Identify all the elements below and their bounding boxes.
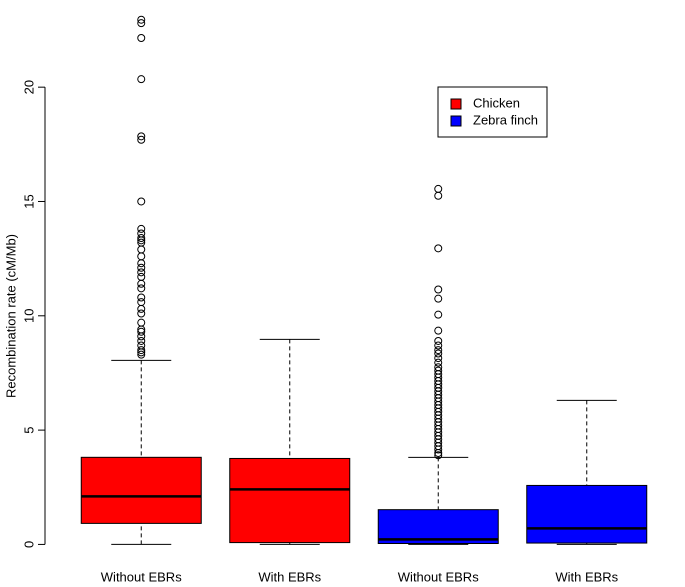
outlier: [137, 197, 146, 206]
outlier: [137, 263, 146, 272]
outlier: [137, 272, 146, 281]
outlier: [137, 224, 146, 233]
outlier: [137, 332, 146, 341]
outlier: [137, 336, 146, 345]
outlier: [137, 75, 146, 84]
outlier: [137, 293, 146, 302]
legend-box: [437, 86, 548, 138]
outlier: [434, 341, 443, 350]
outlier: [137, 309, 146, 318]
outlier: [434, 451, 443, 460]
box: [526, 484, 648, 544]
outlier: [434, 294, 443, 303]
outlier: [137, 284, 146, 293]
outlier: [137, 268, 146, 277]
outlier: [137, 34, 146, 43]
outlier: [434, 445, 443, 454]
outlier: [434, 244, 443, 253]
legend-label: Chicken: [473, 95, 520, 110]
y-tick-label: 20: [21, 80, 36, 94]
outlier: [137, 350, 146, 359]
outlier: [434, 310, 443, 319]
outlier: [137, 236, 146, 245]
y-axis-title: Recombination rate (cM/Mb): [3, 234, 18, 398]
outlier: [137, 234, 146, 243]
outlier: [434, 448, 443, 457]
outlier: [137, 245, 146, 254]
box: [377, 509, 499, 545]
box: [80, 456, 202, 524]
legend-swatch: [450, 98, 462, 110]
outlier: [434, 354, 443, 363]
outlier: [137, 348, 146, 357]
outlier: [434, 336, 443, 345]
legend-label: Zebra finch: [473, 112, 538, 127]
outlier: [137, 304, 146, 313]
outlier: [434, 358, 443, 367]
y-tick-label: 5: [21, 426, 36, 433]
outlier: [434, 349, 443, 358]
outlier: [137, 259, 146, 268]
outlier: [137, 327, 146, 336]
outlier: [137, 346, 146, 355]
y-tick-label: 15: [21, 194, 36, 208]
outlier: [137, 279, 146, 288]
outlier: [434, 184, 443, 193]
outlier: [137, 132, 146, 141]
y-tick-label: 0: [21, 541, 36, 548]
x-tick-label: With EBRs: [258, 569, 321, 584]
outlier: [137, 252, 146, 261]
x-tick-label: Without EBRs: [101, 569, 182, 584]
outlier: [137, 298, 146, 307]
y-tick-label: 10: [21, 309, 36, 323]
x-tick-label: With EBRs: [555, 569, 618, 584]
box: [229, 457, 351, 544]
outlier: [434, 285, 443, 294]
x-tick-label: Without EBRs: [398, 569, 479, 584]
outlier: [137, 15, 146, 24]
outlier: [434, 191, 443, 200]
outlier: [137, 135, 146, 144]
outlier: [137, 19, 146, 28]
outlier: [137, 318, 146, 327]
outlier: [434, 346, 443, 355]
outlier: [434, 326, 443, 335]
legend-swatch: [450, 115, 462, 127]
